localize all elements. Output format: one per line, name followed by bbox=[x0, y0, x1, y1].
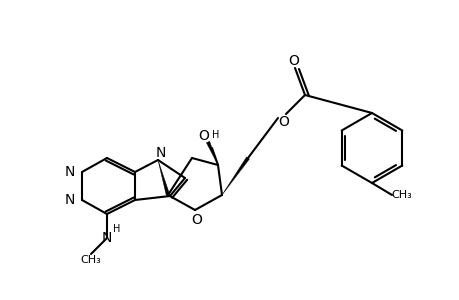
Text: N: N bbox=[101, 231, 112, 245]
Text: CH₃: CH₃ bbox=[391, 190, 411, 200]
Polygon shape bbox=[157, 160, 169, 196]
Polygon shape bbox=[206, 141, 218, 165]
Text: O: O bbox=[278, 115, 289, 129]
Polygon shape bbox=[222, 157, 249, 195]
Text: H: H bbox=[212, 130, 219, 140]
Text: O: O bbox=[288, 54, 299, 68]
Text: CH₃: CH₃ bbox=[80, 255, 101, 265]
Text: N: N bbox=[156, 146, 166, 160]
Text: N: N bbox=[64, 165, 75, 179]
Text: N: N bbox=[64, 193, 75, 207]
Text: H: H bbox=[113, 224, 120, 234]
Text: O: O bbox=[191, 213, 202, 227]
Text: O: O bbox=[198, 129, 209, 143]
